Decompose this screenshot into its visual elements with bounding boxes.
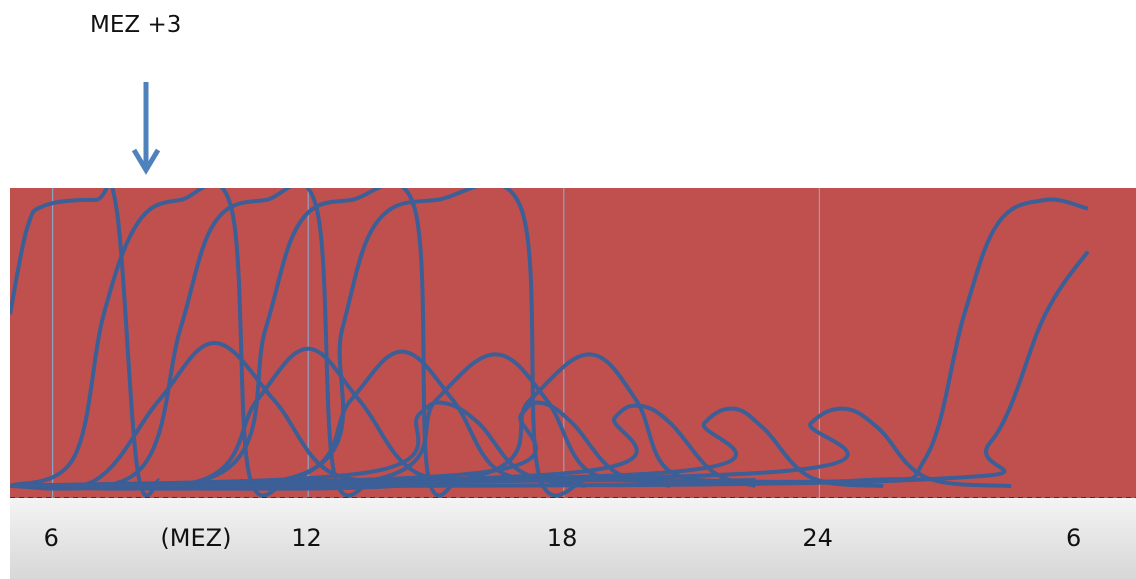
tick-label: 12 (291, 524, 322, 552)
tick-label: 18 (546, 524, 578, 552)
activity-curve-17 (10, 250, 1090, 488)
tick-label: 6 (1066, 524, 1082, 552)
tick-label: 6 (43, 524, 59, 552)
activity-curve-3 (10, 188, 373, 498)
activity-diagram (10, 188, 1136, 500)
plot-background (10, 188, 1136, 500)
time-axis: 6 (MEZ) 12 18 24 6 (10, 498, 1136, 579)
annotation-label: MEZ +3 (90, 12, 182, 38)
tick-label: (MEZ) (160, 524, 232, 552)
activity-curve-6 (10, 341, 415, 491)
tick-label: 24 (802, 524, 833, 552)
activity-curve-10 (10, 352, 756, 491)
arrow-down-icon (131, 82, 161, 175)
activity-curve-2 (10, 188, 288, 498)
